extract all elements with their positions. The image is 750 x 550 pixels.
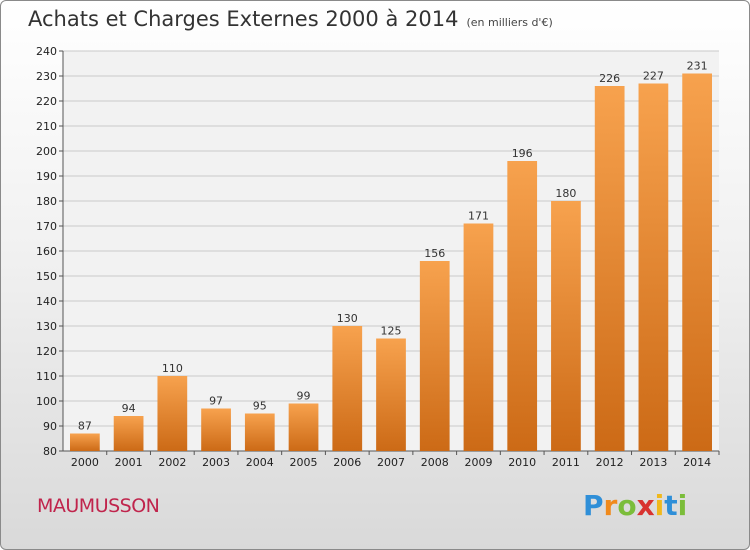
data-label: 125 — [381, 325, 402, 338]
data-label: 196 — [512, 147, 533, 160]
logo-letter: i — [654, 489, 665, 522]
data-label: 231 — [687, 60, 708, 73]
y-tick-label: 120 — [36, 345, 57, 358]
y-tick-label: 110 — [36, 370, 57, 383]
bar — [244, 413, 275, 451]
y-tick-label: 160 — [36, 245, 57, 258]
bar — [638, 83, 669, 451]
data-label: 94 — [122, 402, 136, 415]
data-label: 156 — [424, 247, 445, 260]
x-tick-label: 2012 — [596, 456, 624, 469]
data-label: 227 — [643, 70, 664, 83]
bar — [288, 403, 319, 451]
x-tick-label: 2006 — [333, 456, 361, 469]
y-tick-label: 190 — [36, 170, 57, 183]
y-tick-label: 80 — [43, 445, 57, 458]
data-label: 97 — [209, 395, 223, 408]
data-label: 180 — [555, 187, 576, 200]
y-tick-label: 230 — [36, 70, 57, 83]
x-tick-label: 2009 — [464, 456, 492, 469]
logo-letter: P — [583, 489, 604, 522]
x-tick-label: 2013 — [639, 456, 667, 469]
logo-letter: o — [617, 489, 637, 522]
x-tick-label: 2008 — [421, 456, 449, 469]
data-label: 99 — [297, 390, 311, 403]
x-tick-label: 2005 — [290, 456, 318, 469]
data-label: 130 — [337, 312, 358, 325]
y-tick-label: 150 — [36, 270, 57, 283]
y-tick-label: 180 — [36, 195, 57, 208]
bar — [376, 338, 406, 451]
bar — [594, 86, 625, 451]
bar — [682, 73, 713, 451]
y-tick-label: 220 — [36, 95, 57, 108]
logo-letter: t — [664, 489, 678, 522]
x-tick-label: 2010 — [508, 456, 536, 469]
bar — [113, 416, 144, 451]
logo-letter: r — [603, 489, 618, 522]
proxiti-logo: Proxiti — [583, 489, 687, 522]
y-tick-label: 240 — [36, 45, 57, 58]
logo-letter: i — [677, 489, 688, 522]
x-tick-label: 2001 — [115, 456, 143, 469]
x-tick-label: 2003 — [202, 456, 230, 469]
y-tick-label: 100 — [36, 395, 57, 408]
data-label: 226 — [599, 72, 620, 85]
x-tick-label: 2002 — [158, 456, 186, 469]
bar — [69, 433, 100, 451]
data-label: 110 — [162, 362, 183, 375]
chart-title: Achats et Charges Externes 2000 à 2014 (e… — [28, 7, 553, 31]
y-tick-label: 200 — [36, 145, 57, 158]
x-tick-label: 2011 — [552, 456, 580, 469]
bar — [507, 161, 538, 451]
bar — [157, 376, 188, 451]
y-tick-label: 210 — [36, 120, 57, 133]
logo-letter: x — [636, 489, 655, 522]
y-tick-label: 90 — [43, 420, 57, 433]
x-tick-label: 2007 — [377, 456, 405, 469]
data-label: 95 — [253, 400, 267, 413]
chart-unit: (en milliers d'€) — [466, 16, 553, 29]
data-label: 87 — [78, 420, 92, 433]
bar — [551, 201, 581, 451]
bar — [463, 223, 494, 451]
y-tick-label: 130 — [36, 320, 57, 333]
bar — [332, 326, 363, 451]
bar — [419, 261, 450, 451]
y-tick-label: 170 — [36, 220, 57, 233]
data-label: 171 — [468, 210, 489, 223]
chart-title-text: Achats et Charges Externes 2000 à 2014 — [28, 7, 459, 31]
x-tick-label: 2014 — [683, 456, 711, 469]
x-tick-label: 2000 — [71, 456, 99, 469]
x-tick-label: 2004 — [246, 456, 274, 469]
y-tick-label: 140 — [36, 295, 57, 308]
bar — [201, 408, 231, 451]
commune-name: MAUMUSSON — [37, 495, 160, 517]
